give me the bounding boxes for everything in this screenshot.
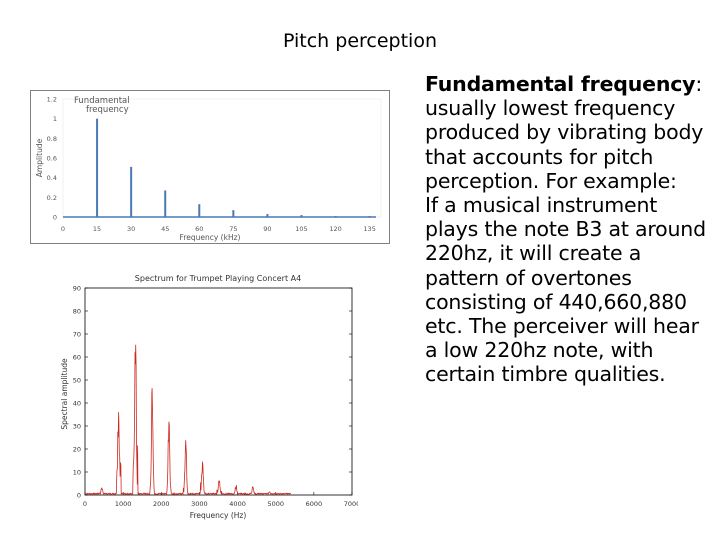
chart1-y-tick-label: 0.4 — [47, 174, 57, 182]
chart2-plot-area — [84, 287, 353, 496]
chart2-title: Spectrum for Trumpet Playing Concert A4 — [135, 274, 301, 283]
chart2-x-tick-label: 5000 — [267, 500, 284, 508]
chart2-x-tick-label: 0 — [83, 500, 87, 508]
chart2-x-tick-label: 1000 — [115, 500, 132, 508]
chart2-y-tick-label: 30 — [73, 423, 81, 431]
chart1-x-tick-label: 90 — [263, 225, 271, 233]
chart1-bar — [232, 210, 235, 217]
chart1-bar — [164, 190, 167, 217]
chart2-y-tick-label: 0 — [77, 492, 81, 500]
chart1-x-tick-label: 135 — [363, 225, 375, 233]
chart1-x-tick-label: 75 — [229, 225, 237, 233]
slide-body: Fundamental frequency: usually lowest fr… — [425, 72, 715, 387]
chart1-x-tick-label: 30 — [127, 225, 135, 233]
chart1-annotation: Fundamental frequency — [74, 96, 130, 115]
chart2-y-tick-label: 50 — [73, 377, 81, 385]
chart2-y-tick-label: 20 — [73, 446, 81, 454]
chart2-x-tick-label: 7000 — [344, 500, 358, 508]
chart1-x-tick-label: 45 — [161, 225, 169, 233]
chart2-y-tick-label: 80 — [73, 308, 81, 316]
chart2-y-tick-label: 40 — [73, 400, 81, 408]
trumpet-spectrum-line — [85, 344, 292, 496]
chart2-x-tick-label: 3000 — [191, 500, 208, 508]
chart1-y-tick-label: 0.8 — [47, 135, 57, 143]
harmonic-amplitude-chart: 0 0.2 0.4 0.6 0.8 1 1.2 0 15 30 45 60 75 90 105 120 135… — [30, 90, 390, 244]
term-fundamental-frequency: Fundamental frequency — [425, 72, 696, 96]
chart2-y-axis-label: Spectral amplitude — [60, 358, 69, 430]
chart1-y-tick-label: 1.2 — [47, 96, 57, 104]
chart1-x-tick-label: 120 — [329, 225, 341, 233]
chart1-x-tick-label: 60 — [195, 225, 203, 233]
chart1-y-tick-label: 0 — [53, 214, 57, 222]
chart1-bar — [96, 118, 99, 217]
slide-title: Pitch perception — [282, 30, 438, 52]
chart1-x-tick-label: 15 — [93, 225, 101, 233]
chart1-x-axis-label: Frequency (kHz) — [180, 233, 241, 242]
chart2-y-tick-label: 70 — [73, 331, 81, 339]
chart1-bar — [130, 166, 133, 217]
chart2-y-tick-label: 90 — [73, 285, 81, 293]
chart2-x-axis-label: Frequency (Hz) — [190, 511, 247, 520]
chart1-bar — [198, 204, 201, 217]
chart1-frame — [30, 90, 390, 244]
chart1-bar — [300, 215, 303, 217]
example-paragraph: If a musical instrument plays the note B… — [425, 193, 706, 387]
definition-paragraph: Fundamental frequency: usually lowest fr… — [425, 72, 715, 193]
definition-text: : usually lowest frequency produced by v… — [425, 72, 704, 193]
chart2-x-tick-label: 6000 — [306, 500, 323, 508]
chart2-x-tick-label: 2000 — [153, 500, 170, 508]
chart1-y-tick-label: 0.6 — [47, 155, 57, 163]
chart1-y-tick-label: 1 — [53, 115, 57, 123]
chart2-y-tick-label: 60 — [73, 354, 81, 362]
chart1-bar — [266, 214, 269, 217]
chart1-x-tick-label: 0 — [61, 225, 65, 233]
chart1-y-axis-label: Amplitude — [35, 138, 44, 177]
chart2-y-tick-label: 10 — [73, 469, 81, 477]
chart1-y-tick-label: 0.2 — [47, 194, 57, 202]
chart2-x-tick-label: 4000 — [229, 500, 246, 508]
trumpet-spectrum-chart: Spectrum for Trumpet Playing Concert A4 … — [60, 274, 358, 520]
chart1-x-tick-label: 105 — [295, 225, 307, 233]
